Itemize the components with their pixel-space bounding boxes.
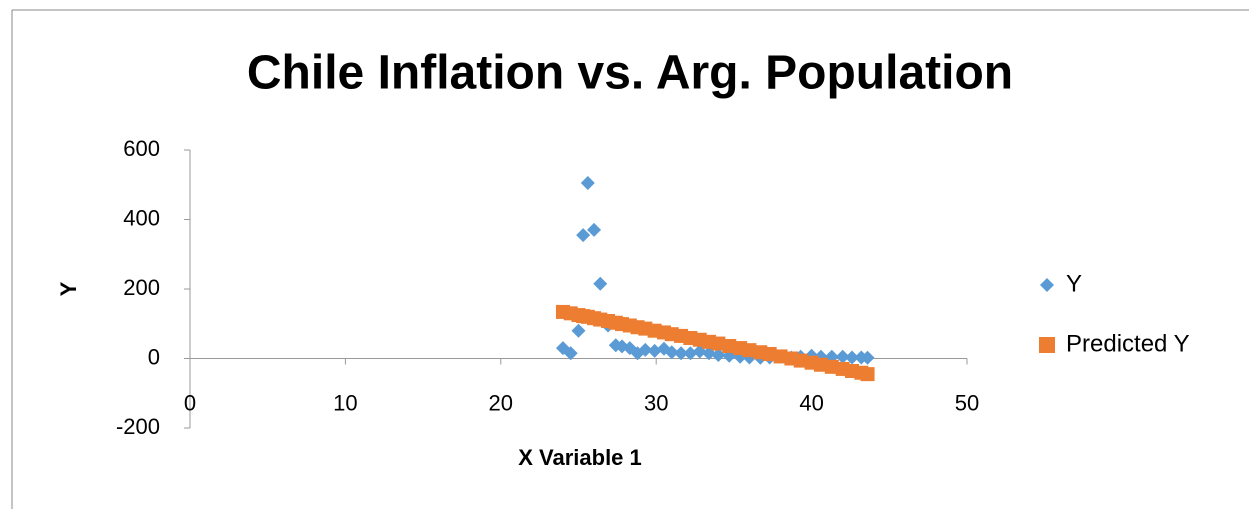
point [711,336,726,351]
point [742,343,757,358]
point [563,346,578,361]
x-tick-label: 10 [333,390,357,415]
legend-marker [1040,278,1054,292]
legend-marker [1039,337,1055,353]
point [813,357,828,372]
y-tick-label: 200 [123,275,160,300]
point [824,359,839,374]
y-tick-label: 600 [123,136,160,161]
point [860,350,875,365]
point [638,342,653,357]
point [722,338,737,353]
x-tick-label: 30 [644,390,668,415]
point [647,343,662,358]
point [576,228,591,243]
point [835,349,850,364]
x-axis-title: X Variable 1 [518,445,642,470]
x-tick-label: 40 [799,390,823,415]
x-tick-label: 50 [955,390,979,415]
y-tick-label: 0 [148,344,160,369]
x-tick-label: 20 [489,390,513,415]
point [711,348,726,363]
x-tick-label: 0 [184,390,196,415]
point [845,350,860,365]
legend-label: Y [1066,270,1082,297]
y-tick-label: 400 [123,205,160,230]
point [580,176,595,191]
y-axis-title: Y [56,281,81,296]
point [793,353,808,368]
y-tick-label: -200 [116,414,160,439]
point [860,367,875,382]
point [773,349,788,364]
point [683,346,698,361]
legend-label: Predicted Y [1066,330,1190,357]
point [571,323,586,338]
point [762,346,777,361]
point [587,222,602,237]
chart-title: Chile Inflation vs. Arg. Population [247,47,1013,100]
point [664,345,679,360]
point [674,346,689,361]
point [593,276,608,291]
